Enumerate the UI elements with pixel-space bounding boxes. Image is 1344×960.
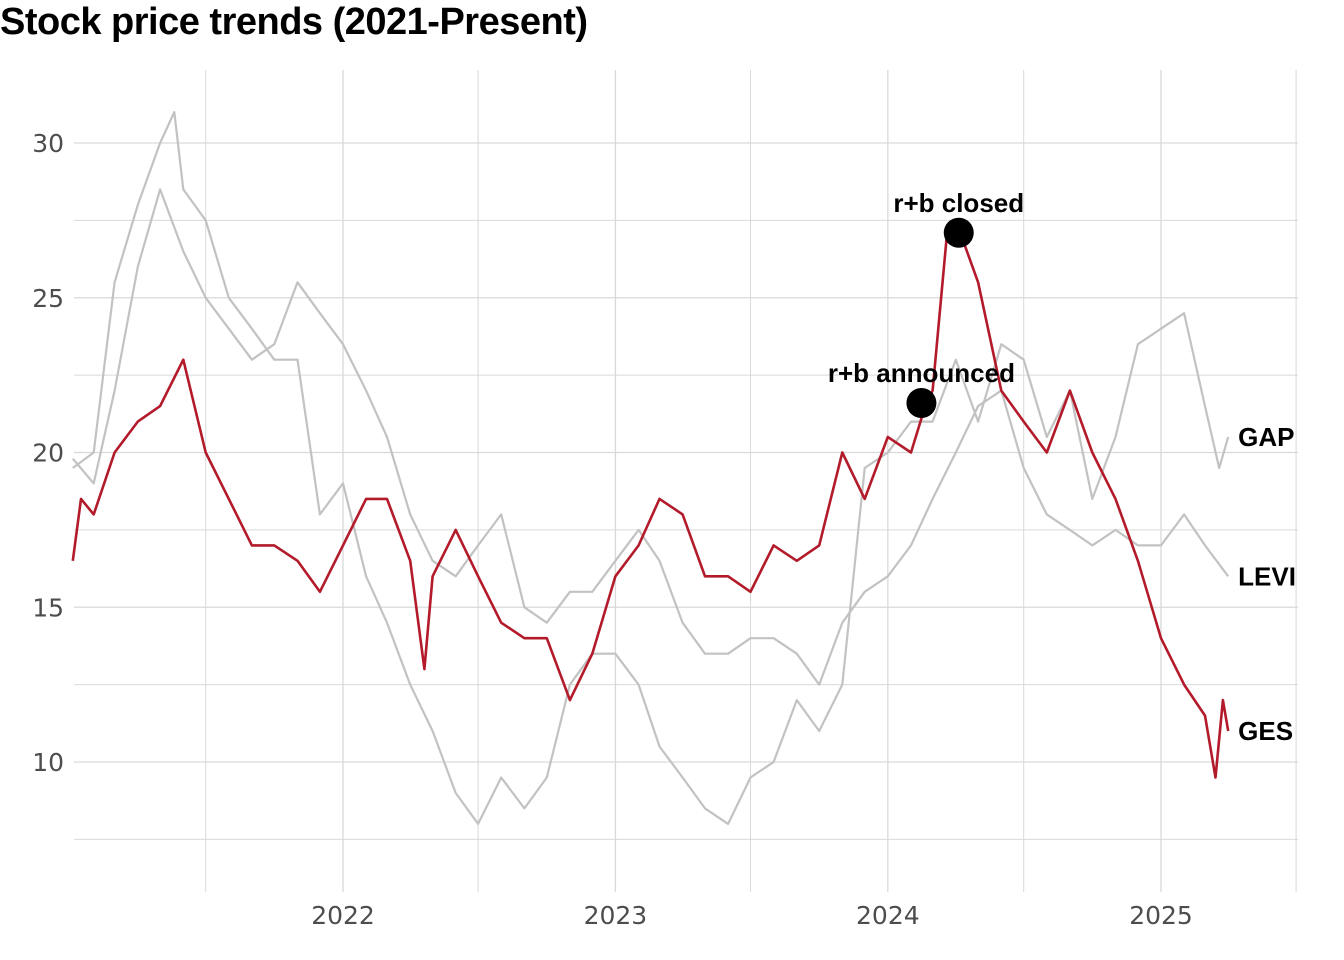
y-tick-label: 25 bbox=[32, 284, 64, 313]
annotations: r+b announced r+b closed bbox=[828, 188, 1024, 418]
x-tick-label: 2022 bbox=[311, 901, 375, 930]
annotation-label: r+b announced bbox=[828, 358, 1015, 388]
x-tick-label: 2025 bbox=[1129, 901, 1193, 930]
y-tick-label: 30 bbox=[32, 129, 64, 158]
annotation-point bbox=[943, 217, 974, 248]
series-line-gap bbox=[72, 111, 1230, 825]
chart-title: Stock price trends (2021-Present) bbox=[0, 1, 588, 43]
annotation-point bbox=[906, 387, 937, 418]
annotation-label: r+b closed bbox=[893, 188, 1024, 218]
y-tick-label: 10 bbox=[32, 748, 64, 777]
x-tick-label: 2024 bbox=[856, 901, 920, 930]
series-lines bbox=[71, 111, 1230, 825]
series-label-levi: LEVI bbox=[1238, 561, 1296, 591]
grid bbox=[74, 70, 1298, 892]
series-label-ges: GES bbox=[1238, 716, 1293, 746]
y-tick-label: 15 bbox=[32, 593, 64, 622]
series-label-gap: GAP bbox=[1238, 422, 1294, 452]
x-tick-label: 2023 bbox=[584, 901, 648, 930]
series-line-ges bbox=[71, 219, 1230, 779]
y-tick-label: 20 bbox=[32, 439, 64, 468]
series-labels: GAP LEVI GES bbox=[1238, 422, 1296, 746]
series-line-levi bbox=[71, 188, 1230, 686]
